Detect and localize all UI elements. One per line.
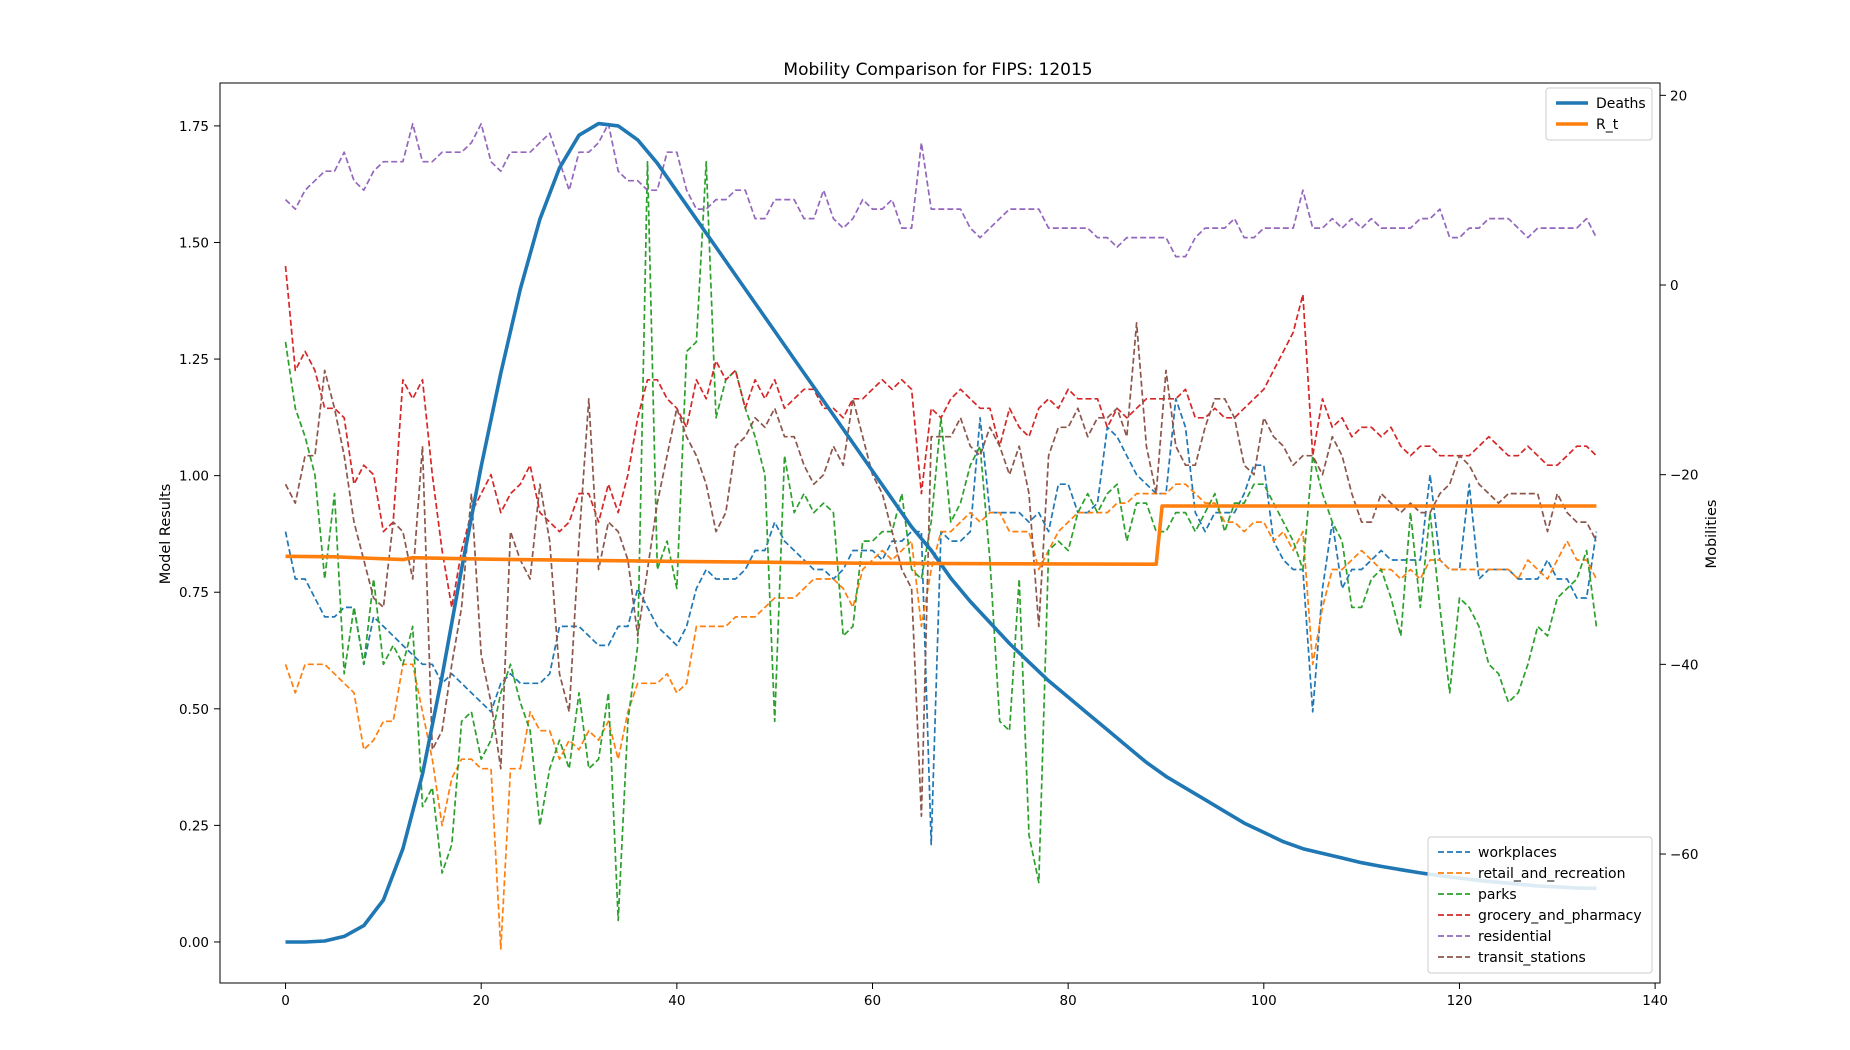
x-tick-label: 0	[281, 993, 290, 1009]
legend-label-grocery-and-pharmacy: grocery_and_pharmacy	[1478, 908, 1642, 924]
left-tick-label: 1.50	[179, 235, 209, 251]
x-tick-label: 100	[1251, 993, 1277, 1009]
legend-box	[1427, 836, 1653, 974]
legend-model: Deaths R_t	[1545, 87, 1653, 141]
legend-label-transit-stations: transit_stations	[1478, 950, 1586, 966]
model-lines	[285, 121, 1597, 944]
legend-label-deaths: Deaths	[1596, 96, 1646, 112]
x-axis: 0 20 40 60 80 100 120 140	[281, 983, 1668, 1009]
x-tick-label: 20	[473, 993, 490, 1009]
series-line-residential	[284, 122, 1598, 258]
x-tick-label: 60	[864, 993, 881, 1009]
right-axis-title: Mobilities	[1704, 500, 1720, 569]
right-tick-label: 0	[1670, 278, 1679, 294]
right-tick-label: −40	[1670, 657, 1699, 673]
legend-box	[1545, 87, 1653, 141]
legend-label-residential: residential	[1478, 929, 1551, 945]
mobility-lines	[284, 122, 1598, 950]
left-tick-label: 0.25	[179, 818, 209, 834]
legend-label-workplaces: workplaces	[1478, 845, 1557, 861]
plot-area-frame	[219, 82, 1661, 984]
right-tick-label: −60	[1670, 847, 1699, 863]
right-axis: −60 −40 −20 0 20	[1660, 88, 1699, 863]
legend-label-parks: parks	[1478, 887, 1517, 903]
left-tick-label: 0.75	[179, 585, 209, 601]
left-tick-label: 0.50	[179, 702, 209, 718]
chart-title: Mobility Comparison for FIPS: 12015	[783, 60, 1092, 80]
left-tick-label: 0.00	[179, 935, 209, 951]
series-line-retail-and-recreation	[284, 483, 1598, 950]
series-line-grocery-and-pharmacy	[284, 265, 1597, 609]
x-tick-label: 120	[1447, 993, 1473, 1009]
left-tick-label: 1.25	[179, 352, 209, 368]
right-tick-label: −20	[1670, 468, 1699, 484]
legend-label-retail-and-recreation: retail_and_recreation	[1478, 866, 1625, 882]
x-tick-label: 140	[1642, 993, 1668, 1009]
series-line-r-t	[285, 504, 1597, 567]
series-line-transit-stations	[284, 322, 1598, 817]
left-tick-label: 1.75	[179, 119, 209, 135]
right-tick-label: 20	[1670, 88, 1687, 104]
legend-label-r-t: R_t	[1596, 117, 1619, 133]
left-axis-title: Model Results	[158, 484, 174, 585]
left-axis: 0.00 0.25 0.50 0.75 1.00 1.25 1.50 1.75	[179, 119, 220, 951]
x-tick-label: 40	[668, 993, 685, 1009]
x-tick-label: 80	[1060, 993, 1077, 1009]
left-tick-label: 1.00	[179, 469, 209, 485]
